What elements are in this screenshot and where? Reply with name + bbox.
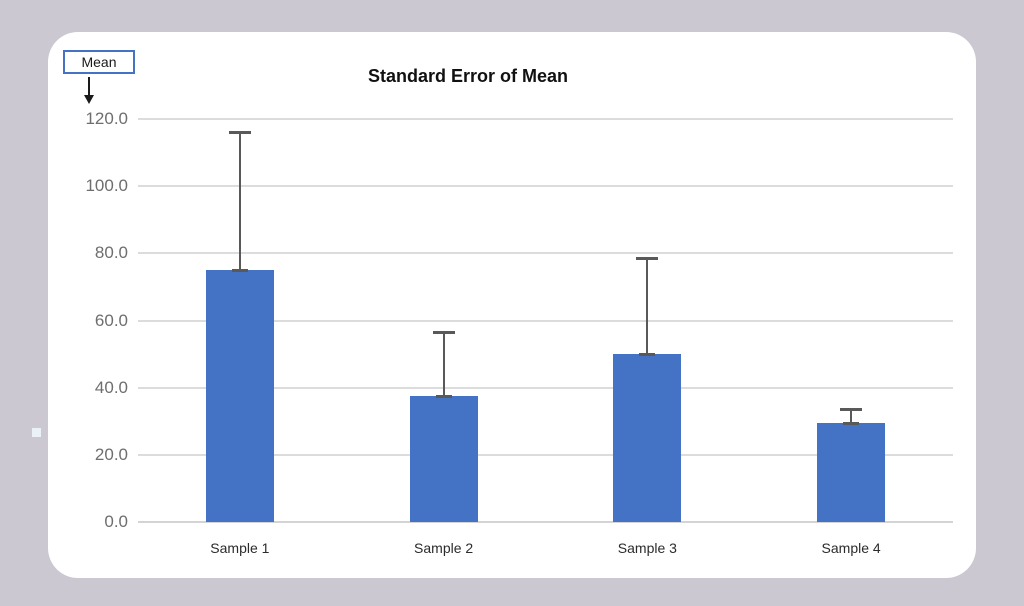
y-axis-tick-label: 120.0 (85, 109, 128, 128)
error-bar-line (646, 258, 649, 355)
selection-handle-dot (32, 428, 41, 437)
bar-sample-1 (205, 270, 274, 522)
error-bar-line (238, 132, 241, 271)
bar-sample-3 (613, 354, 682, 522)
gridline-y-100 (138, 185, 953, 188)
bar-sample-4 (817, 422, 886, 522)
y-axis-tick-label: 20.0 (94, 444, 128, 464)
gridline-y-20 (138, 453, 953, 456)
y-axis-tick-label: 80.0 (94, 243, 128, 263)
error-bar-cap-top (432, 331, 455, 335)
gridline-y-0 (138, 521, 953, 523)
y-axis-tick-label: 100.0 (85, 176, 128, 196)
gridline-y-40 (138, 386, 953, 389)
mean-annotation-label: Mean (81, 54, 117, 70)
chart-card: Mean Standard Error of Mean 0.0 20.0 40.0 6… (48, 32, 976, 578)
y-axis-tick-label: 40.0 (94, 377, 128, 397)
error-bar-cap-top (840, 408, 863, 412)
error-bar-line (442, 332, 445, 397)
gridline-y-120 (138, 118, 953, 120)
y-axis-tick-label: 0.0 (104, 512, 128, 531)
error-bar-cap-top (636, 257, 659, 261)
plot-area: 0.0 20.0 40.0 60.0 80.0 100.0 120.0 Sample 1 Sam… (85, 109, 953, 556)
error-bar-cap-bottom (843, 421, 860, 425)
y-axis-tick-label: 60.0 (94, 310, 128, 330)
error-bar-line (850, 409, 853, 423)
gridline-y-60 (138, 319, 953, 322)
error-bar-cap-top (228, 131, 251, 135)
x-axis-category-label: Sample 4 (821, 540, 881, 556)
x-axis-category-label: Sample 1 (210, 540, 270, 556)
down-arrow-icon (84, 77, 94, 104)
gridline-y-80 (138, 252, 953, 255)
x-axis-category-label: Sample 3 (617, 540, 677, 556)
chart-title: Standard Error of Mean (367, 66, 569, 86)
error-bar-cap-bottom (435, 395, 452, 399)
x-axis-category-label: Sample 2 (414, 540, 474, 556)
error-bar-cap-bottom (639, 353, 656, 357)
error-bar-cap-bottom (231, 269, 248, 273)
mean-annotation-box: Mean (63, 50, 135, 74)
bar-sample-2 (409, 396, 478, 522)
